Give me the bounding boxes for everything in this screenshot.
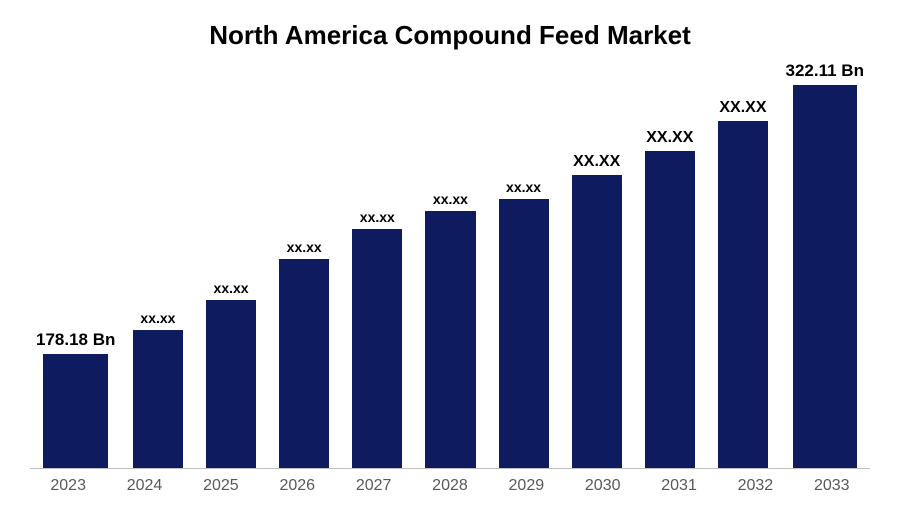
bar-group: xx.xx xyxy=(127,61,188,468)
bar-label: XX.XX xyxy=(719,99,766,117)
bar xyxy=(425,211,475,468)
x-tick: 2026 xyxy=(265,477,329,495)
bar-group: XX.XX xyxy=(639,61,700,468)
x-tick: 2029 xyxy=(494,477,558,495)
x-tick: 2025 xyxy=(189,477,253,495)
bar-label: 322.11 Bn xyxy=(786,61,864,81)
x-tick: 2030 xyxy=(571,477,635,495)
chart-area: 178.18 Bn xx.xx xx.xx xx.xx xx.xx xx.xx … xyxy=(30,61,870,495)
bar xyxy=(793,85,857,468)
bar xyxy=(133,330,183,468)
chart-title: North America Compound Feed Market xyxy=(30,20,870,51)
x-tick: 2033 xyxy=(800,477,864,495)
bar xyxy=(645,151,695,468)
x-tick: 2028 xyxy=(418,477,482,495)
bar xyxy=(352,229,402,468)
x-tick: 2023 xyxy=(36,477,100,495)
bar-group: xx.xx xyxy=(201,61,262,468)
bar-group: XX.XX xyxy=(712,61,773,468)
plot-region: 178.18 Bn xx.xx xx.xx xx.xx xx.xx xx.xx … xyxy=(30,61,870,469)
bar-group: xx.xx xyxy=(420,61,481,468)
bar-group: xx.xx xyxy=(493,61,554,468)
bar-label: xx.xx xyxy=(506,179,541,195)
x-tick: 2024 xyxy=(112,477,176,495)
x-axis: 2023 2024 2025 2026 2027 2028 2029 2030 … xyxy=(30,477,870,495)
bar-group: 178.18 Bn xyxy=(36,61,115,468)
bar-label: XX.XX xyxy=(646,129,693,147)
x-tick: 2027 xyxy=(341,477,405,495)
bar xyxy=(206,300,256,468)
x-tick: 2031 xyxy=(647,477,711,495)
bar xyxy=(43,354,108,468)
bar-group: xx.xx xyxy=(347,61,408,468)
bar-label: xx.xx xyxy=(287,239,322,255)
bar xyxy=(279,259,329,468)
bar-label: xx.xx xyxy=(433,191,468,207)
bar xyxy=(572,175,622,468)
bar-group: XX.XX xyxy=(566,61,627,468)
bar-label: xx.xx xyxy=(140,310,175,326)
bar-group: xx.xx xyxy=(274,61,335,468)
bar xyxy=(718,121,768,468)
bar-label: xx.xx xyxy=(360,209,395,225)
bar-group: 322.11 Bn xyxy=(786,61,864,468)
bar-label: XX.XX xyxy=(573,153,620,171)
bar xyxy=(499,199,549,468)
x-tick: 2032 xyxy=(723,477,787,495)
bar-label: 178.18 Bn xyxy=(36,330,115,350)
bar-label: xx.xx xyxy=(214,280,249,296)
